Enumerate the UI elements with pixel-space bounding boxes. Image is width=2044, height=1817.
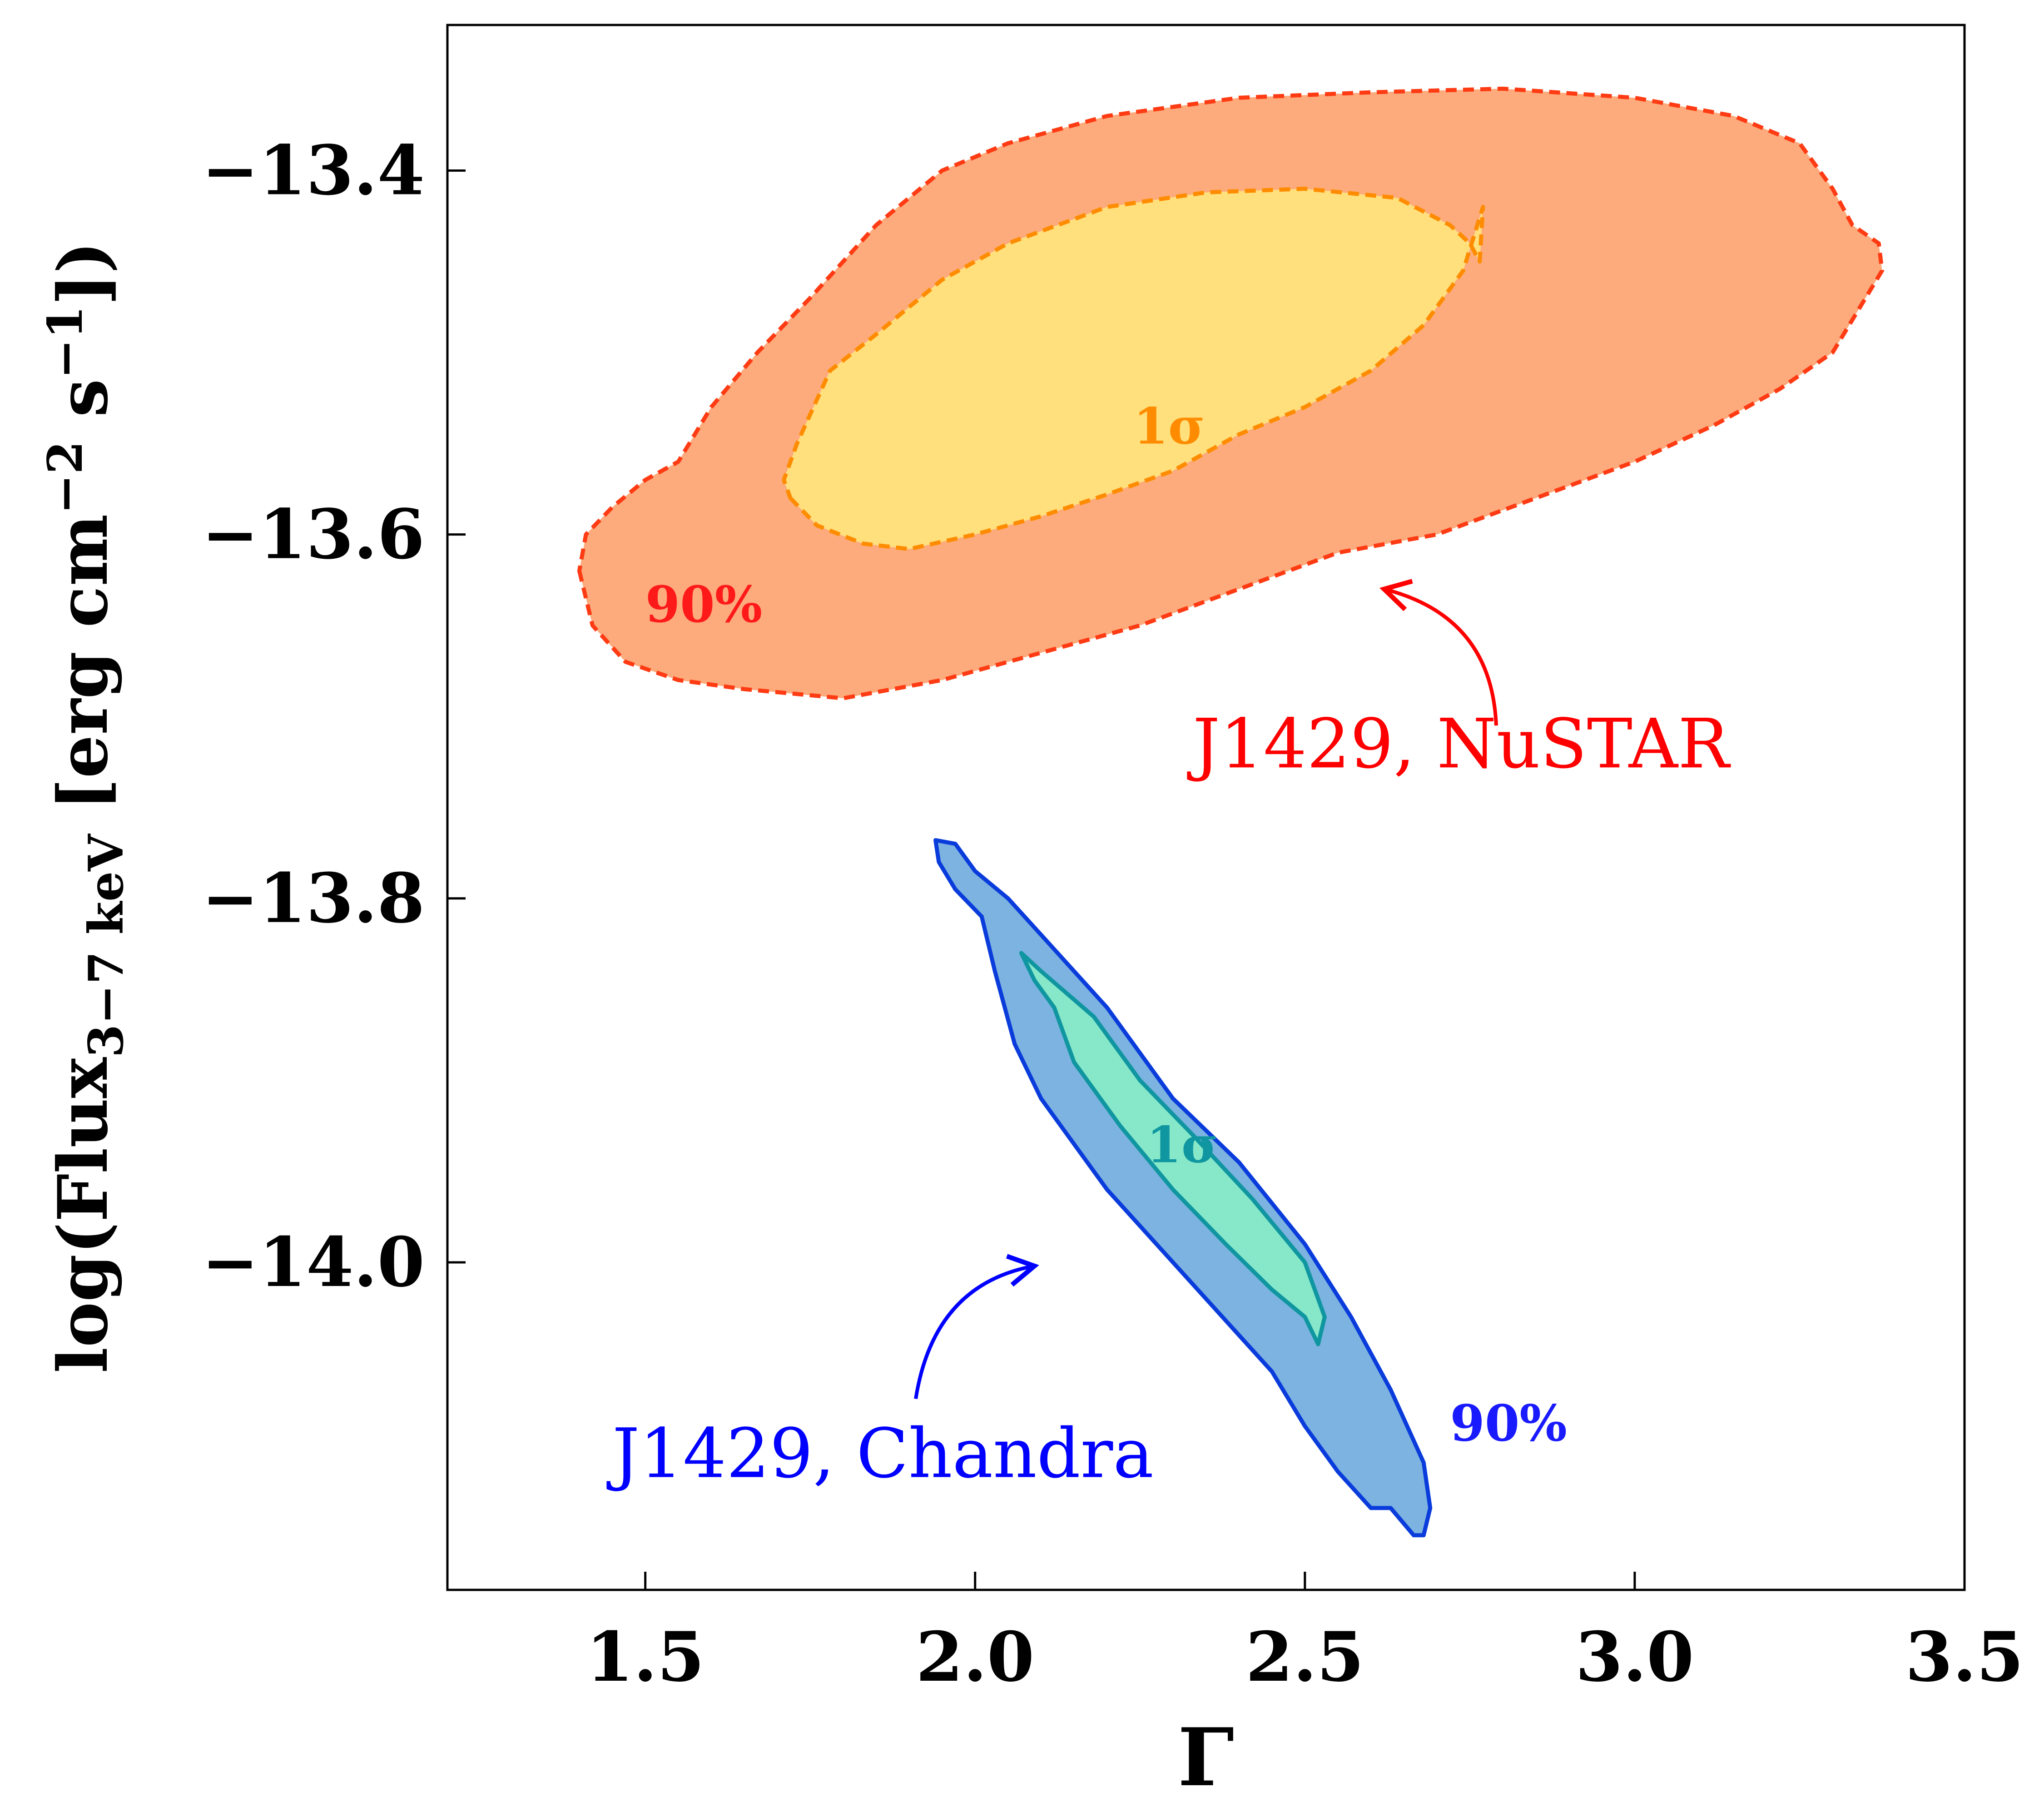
x-tick-label: 3.0 <box>1575 1617 1694 1697</box>
y-axis-title: log(Flux3−7 keV [erg cm−2 s−1]) <box>37 241 134 1373</box>
nustar-source-label: J1429, NuSTAR <box>1187 705 1731 784</box>
x-tick-label: 2.5 <box>1245 1617 1364 1697</box>
x-tick-label: 2.0 <box>916 1617 1034 1697</box>
x-axis-title: Γ <box>1178 1711 1234 1804</box>
x-tick-label: 3.5 <box>1905 1617 2024 1697</box>
contour-level-label: 1σ <box>1133 397 1205 455</box>
chandra-source-label: J1429, Chandra <box>606 1415 1154 1494</box>
y-tick-label: −13.6 <box>202 495 425 575</box>
contour-chandra-1sigma <box>1019 951 1327 1346</box>
contour-level-label: 90% <box>1450 1394 1567 1453</box>
y-tick-label: −13.8 <box>202 859 425 938</box>
chandra-arrow <box>914 1254 1039 1400</box>
contour-layer <box>577 86 1884 1538</box>
contour-nustar-1sigma <box>782 187 1485 551</box>
contour-level-label: 1σ <box>1146 1116 1218 1174</box>
y-tick-label: −13.4 <box>202 130 425 210</box>
y-tick-label: −14.0 <box>202 1222 425 1302</box>
nustar-arrow <box>1379 579 1498 726</box>
annotation-layer: 90% 1σ 1σ 90% J1429, NuSTAR J1429, Chandra <box>606 397 1731 1493</box>
contour-level-label: 90% <box>645 575 763 634</box>
plot-frame <box>446 24 1966 1591</box>
x-tick-label: 1.5 <box>586 1617 704 1697</box>
axes-layer: 1.5 2.0 2.5 3.0 3.5 −13.4 −13.6 −13.8 −14.0 <box>202 24 2024 1697</box>
